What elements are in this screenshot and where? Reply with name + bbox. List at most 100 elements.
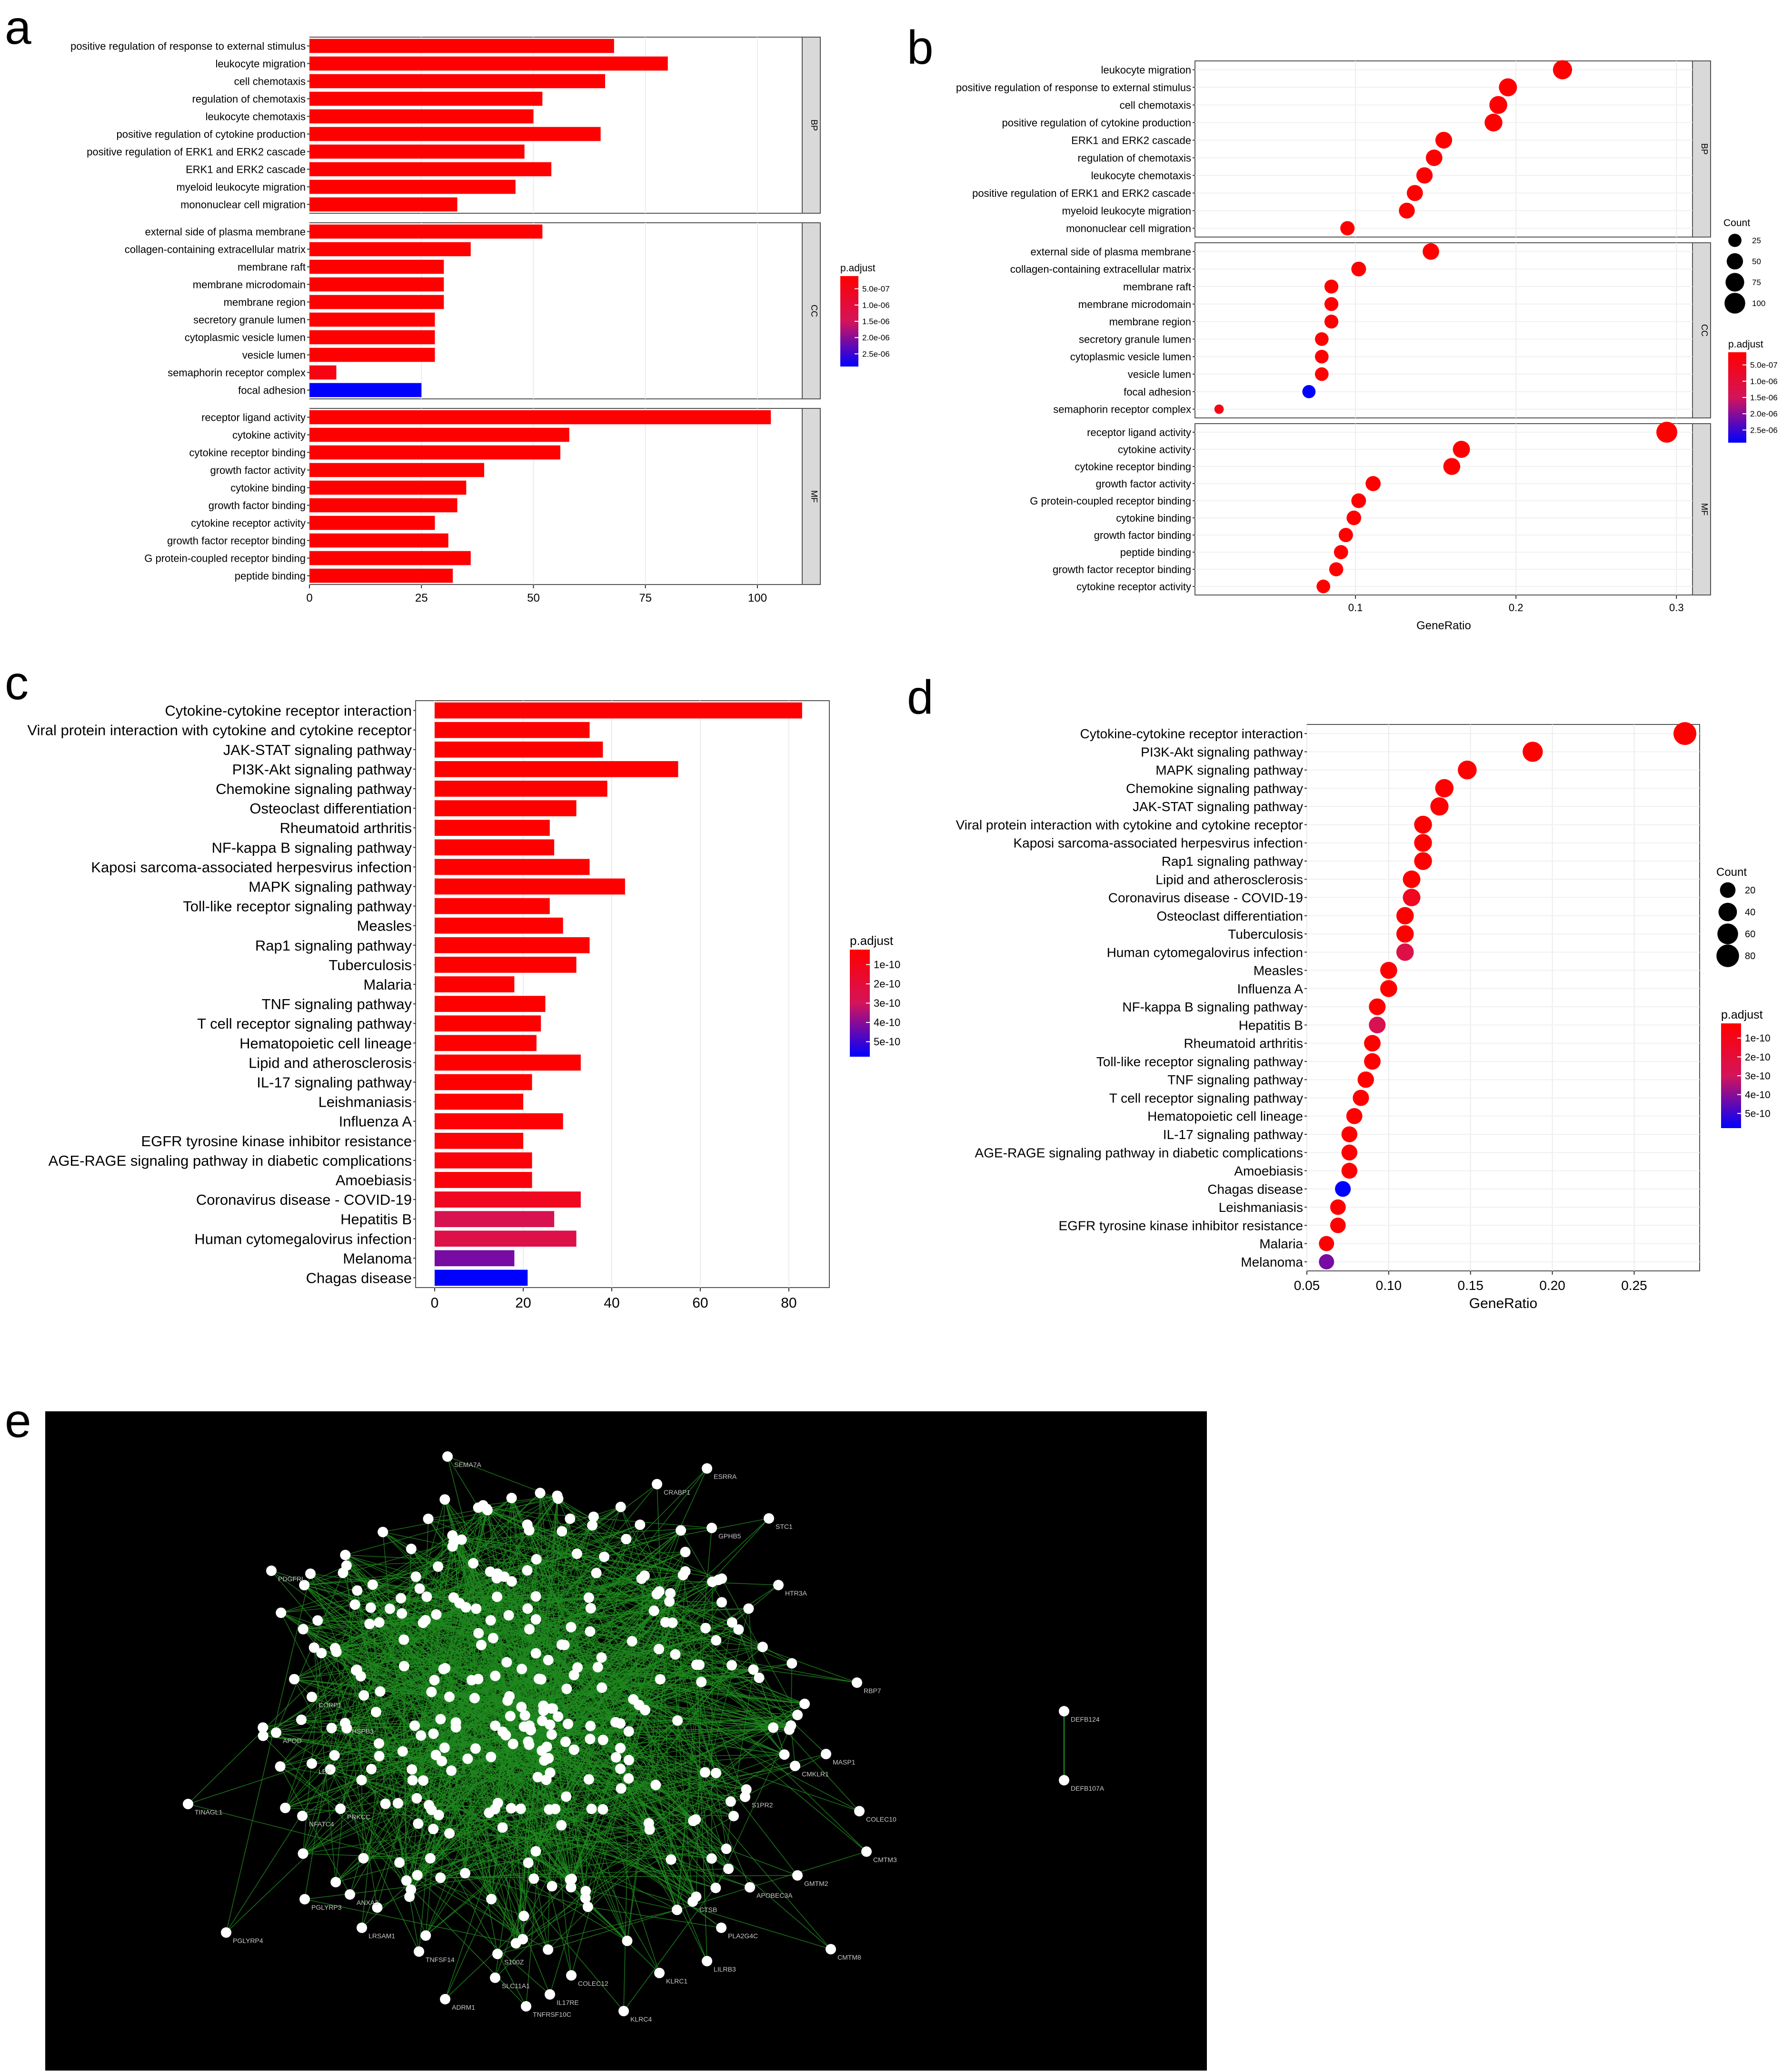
dot — [1346, 510, 1362, 525]
category-label: Osteoclast differentiation — [1156, 909, 1303, 923]
category-label: PI3K-Akt signaling pathway — [232, 761, 412, 778]
colorbar-tick-label: 3e-10 — [874, 997, 900, 1009]
category-label: Amoebiasis — [336, 1172, 412, 1189]
colorbar-tick-label: 2.0e-06 — [1750, 409, 1778, 418]
category-label: positive regulation of ERK1 and ERK2 cas… — [972, 188, 1191, 199]
gene-node — [680, 1547, 691, 1557]
gene-label: GMTM2 — [804, 1880, 828, 1887]
gene-node — [523, 1857, 534, 1868]
gene-node — [413, 1818, 424, 1829]
bar — [309, 224, 543, 239]
gene-label: KLRC1 — [666, 1977, 687, 1985]
gene-node — [707, 1576, 718, 1587]
dot — [1329, 562, 1344, 576]
dot — [1324, 279, 1339, 294]
gene-node — [428, 1824, 439, 1834]
gene-node — [597, 1804, 608, 1815]
colorbar-tick-label: 4e-10 — [1745, 1090, 1771, 1100]
gene-node — [585, 1603, 596, 1614]
gene-node — [423, 1513, 434, 1524]
colorbar-tick-label: 2.0e-06 — [862, 333, 890, 342]
category-label: growth factor receptor binding — [167, 535, 306, 547]
category-label: positive regulation of response to exter… — [70, 40, 306, 52]
x-tick-label: 0.20 — [1539, 1278, 1565, 1293]
gene-node — [546, 1729, 557, 1740]
size-legend-label: 100 — [1752, 299, 1765, 308]
category-label: secretory granule lumen — [1079, 333, 1191, 345]
category-label: growth factor receptor binding — [1053, 564, 1191, 575]
colorbar-tick-label: 4e-10 — [874, 1017, 900, 1029]
gene-label: APOBEC3A — [757, 1892, 793, 1899]
dot — [1656, 422, 1678, 443]
dot — [1380, 980, 1397, 997]
gene-node — [717, 1573, 727, 1584]
gene-node — [790, 1761, 800, 1771]
gene-node — [364, 1618, 375, 1629]
category-label: Toll-like receptor signaling pathway — [183, 898, 412, 915]
gene-node — [707, 1523, 717, 1533]
bar — [435, 898, 550, 914]
gene-node — [435, 1872, 446, 1883]
gene-node — [592, 1662, 603, 1673]
gene-node — [298, 1848, 309, 1859]
category-label: TNF signaling pathway — [262, 996, 412, 1012]
gene-node — [435, 1714, 446, 1725]
size-legend-label: 25 — [1752, 236, 1761, 245]
gene-label: SLC11A1 — [502, 1982, 530, 1990]
gene-node — [392, 1798, 403, 1809]
bar — [309, 56, 668, 71]
colorbar-tick-label: 2.5e-06 — [1750, 426, 1778, 435]
gene-node — [440, 1663, 451, 1674]
panel-label-a: a — [5, 1, 31, 54]
gene-node — [754, 1672, 765, 1683]
gene-node — [378, 1527, 388, 1537]
gene-node — [486, 1752, 497, 1763]
bar — [435, 702, 802, 719]
dot — [1319, 1236, 1334, 1251]
gene-label: SEMA7A — [454, 1461, 481, 1468]
bar — [309, 427, 569, 442]
gene-node — [521, 2001, 531, 2012]
category-label: membrane raft — [238, 261, 306, 273]
category-label: ERK1 and ERK2 cascade — [1071, 135, 1191, 147]
category-label: growth factor activity — [210, 465, 306, 476]
gene-node — [610, 1717, 621, 1728]
gene-node — [553, 1711, 564, 1722]
category-label: semaphorin receptor complex — [1053, 404, 1191, 416]
gene-node — [530, 1846, 541, 1857]
gene-node — [654, 1586, 665, 1597]
category-label: vesicle lumen — [1128, 368, 1191, 380]
gene-node — [501, 1657, 512, 1668]
category-label: Leishmaniasis — [319, 1094, 412, 1110]
dot — [1414, 815, 1432, 834]
dot — [1369, 998, 1386, 1015]
gene-node — [522, 1603, 533, 1614]
dot — [1399, 202, 1415, 219]
gene-label: ANXA3 — [357, 1899, 378, 1906]
gene-node — [566, 1622, 577, 1633]
bar — [309, 347, 435, 362]
dot — [1435, 131, 1453, 149]
category-label: mononuclear cell migration — [1066, 223, 1191, 235]
gene-node — [502, 1695, 513, 1706]
gene-label: HSPB3 — [352, 1727, 374, 1735]
gene-label: IL17RE — [557, 1999, 579, 2006]
legend-title: p.adjust — [850, 933, 894, 948]
gene-label: CMKLR1 — [802, 1770, 829, 1778]
category-label: leukocyte migration — [215, 58, 306, 70]
category-label: Rheumatoid arthritis — [280, 820, 412, 836]
gene-node — [380, 1798, 391, 1809]
gene-node — [536, 1674, 547, 1685]
legend-title: p.adjust — [1721, 1008, 1763, 1021]
gene-node — [372, 1902, 383, 1913]
x-tick-label: 0.1 — [1348, 602, 1363, 614]
gene-node — [706, 1853, 717, 1864]
colorbar-tick-label: 1.5e-06 — [862, 317, 890, 326]
bar — [309, 533, 448, 548]
colorbar-tick-label: 1.5e-06 — [1750, 393, 1778, 402]
gene-node — [652, 1479, 662, 1489]
category-label: Measles — [1254, 963, 1303, 978]
dot — [1423, 243, 1439, 260]
panel-label-d: d — [907, 671, 934, 724]
gene-node — [727, 1617, 737, 1628]
